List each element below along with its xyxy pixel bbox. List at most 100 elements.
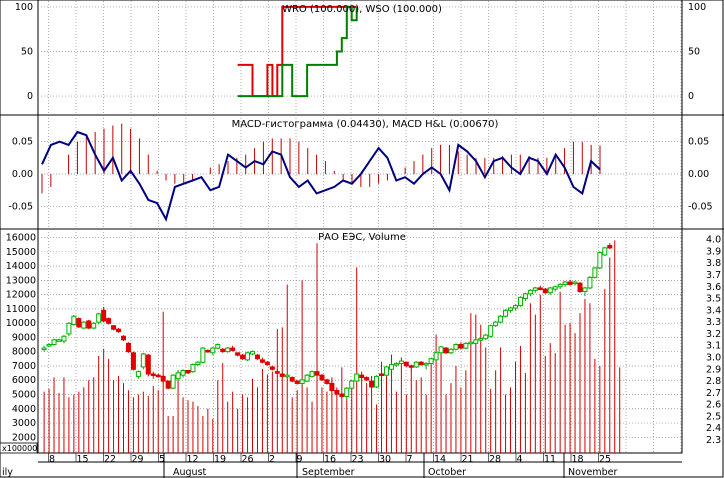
left-tick-label: 0 [27,91,33,102]
candle-body [165,380,171,389]
candle-body [577,282,583,292]
candle-body [170,374,176,389]
volume-tick-label: 6000 [12,375,36,386]
candle-body [517,296,523,307]
month-label: September [302,467,355,478]
right-tick-label: 50 [688,47,700,58]
candle-body [364,377,370,381]
candle-body [210,347,216,354]
volume-multiplier-label: x100000 [2,444,37,453]
candle-body [51,339,57,346]
candle-body [71,315,77,325]
candle-body [254,354,260,360]
price-tick-label: 2.5 [706,411,721,422]
x-tick-label: 12 [187,454,199,465]
candle-body [225,347,231,353]
candle-body [512,305,518,309]
price-tick-label: 3.6 [706,282,721,293]
candle-body [116,328,122,333]
candle-body [86,320,92,329]
wso-series-line [237,5,358,98]
candle-body [572,281,578,285]
candle-body [269,366,275,370]
candle-body [498,315,504,323]
month-label: November [568,467,618,478]
volume-tick-label: 2000 [12,432,36,443]
candle-body [91,322,97,329]
x-tick-label: 18 [572,454,584,465]
candle-body [488,325,494,337]
candle-body [215,344,221,349]
x-tick-label: 21 [462,454,474,465]
candle-body [195,361,201,366]
candle-body [547,287,553,294]
candle-body [383,366,389,376]
x-tick-label: 22 [104,454,116,465]
candle-body [125,342,131,353]
candle-body [61,335,67,342]
candle-body [145,354,151,375]
candle-body [374,375,380,388]
candle-body [175,372,181,380]
candle-body [120,335,126,341]
volume-tick-label: 7000 [12,361,36,372]
left-tick-label: -0.05 [8,201,33,212]
price-tick-label: 2.9 [706,364,721,375]
candle-body [483,334,489,340]
candle-body [607,245,613,249]
price-tick-label: 3.0 [706,353,721,364]
candle-body [369,380,375,388]
candle-body [532,287,538,291]
candle-body [602,247,608,256]
x-tick-label: 11 [544,454,556,465]
price-tick-label: 3.7 [706,270,721,281]
candle-body [503,309,509,317]
candle-body [264,361,270,366]
x-tick-label: 9 [297,454,303,465]
candle-body [135,371,141,377]
candle-body [259,359,265,363]
x-tick-label: 26 [242,454,254,465]
right-tick-label: 0 [688,91,694,102]
candle-body [289,377,295,382]
candle-body [562,281,568,285]
price-tick-label: 2.7 [706,388,721,399]
macd-panel-title: MACD-гистограмма (0.04430), MACD H&L (0.… [232,119,499,130]
candle-body [56,339,62,342]
macd-line [41,130,601,222]
candle-body [101,309,107,322]
candle-body [557,283,563,288]
volume-tick-label: 3000 [12,418,36,429]
x-tick-label: 29 [132,454,144,465]
candle-body [508,307,514,311]
candle-body [339,393,345,397]
candle-body [309,371,315,377]
volume-tick-label: 16000 [6,233,36,244]
candle-body [250,351,256,355]
candle-body [245,352,251,361]
candle-body [418,361,424,366]
candle-body [235,352,241,356]
x-tick-label: 7 [407,454,413,465]
x-tick-label: 15 [77,454,89,465]
candle-body [81,321,87,329]
right-tick-label: -0.05 [688,201,713,212]
candle-body [319,374,325,381]
volume-tick-label: 8000 [12,347,36,358]
left-tick-label: 50 [21,47,33,58]
candle-body [393,362,399,366]
volume-tick-label: 5000 [12,390,36,401]
candle-body [438,346,444,354]
candle-body [408,365,414,368]
candle-body [433,352,439,361]
volume-tick-label: 4000 [12,404,36,415]
candle-body [304,374,310,382]
candle-body [398,360,404,364]
candle-body [478,338,484,341]
candle-body [493,321,499,327]
candle-body [279,373,285,377]
price-tick-label: 2.6 [706,400,721,411]
volume-tick-label: 10000 [6,318,36,329]
candle-body [592,267,598,278]
